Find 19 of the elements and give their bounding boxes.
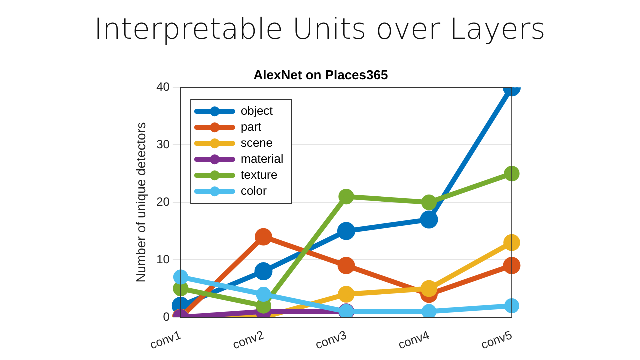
chart-subtitle: AlexNet on Places365 <box>254 67 388 82</box>
legend-label: part <box>240 120 262 134</box>
y-tick-label: 40 <box>156 80 170 94</box>
y-tick-label: 20 <box>156 194 170 209</box>
legend-label: material <box>240 152 284 166</box>
legend-label: color <box>240 184 267 198</box>
y-tick-label: 30 <box>156 137 170 152</box>
y-tick-label: 10 <box>156 252 170 266</box>
x-tick-label: conv1 <box>148 328 184 352</box>
x-tick-label: conv3 <box>314 328 349 352</box>
y-tick-label: 0 <box>163 310 170 324</box>
x-tick-label: conv5 <box>479 328 514 352</box>
legend-label: object <box>240 104 274 118</box>
x-tick-label: conv2 <box>231 328 266 352</box>
legend-label: texture <box>240 168 278 182</box>
x-tick-label: conv4 <box>396 328 432 352</box>
legend-label: scene <box>240 136 274 150</box>
y-axis-title: Number of unique detectors <box>133 122 148 283</box>
chart-title: Interpretable Units over Layers <box>93 12 547 46</box>
